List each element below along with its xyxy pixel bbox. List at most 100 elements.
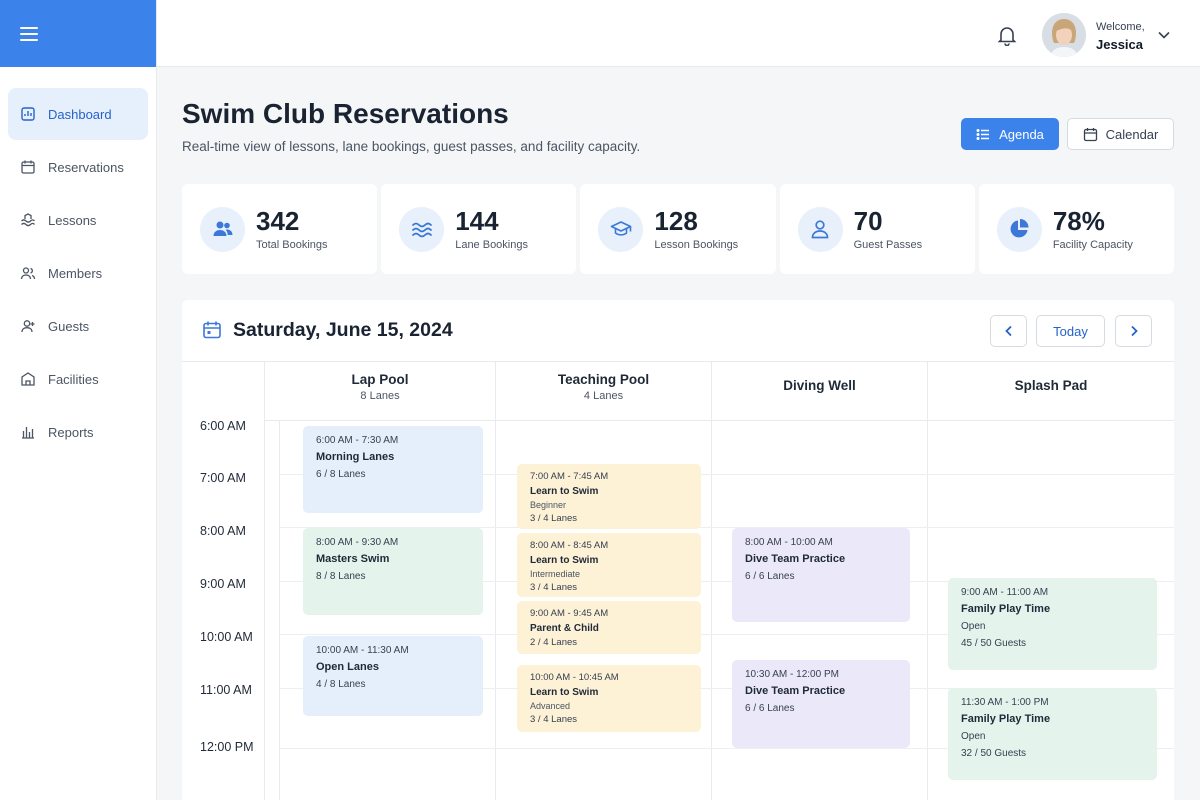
sidebar-item-label: Lessons [48, 212, 97, 228]
event-learn-to-swim-intermediate[interactable]: 8:00 AM - 8:45 AM Learn to Swim Intermed… [517, 533, 701, 597]
stat-value: 144 [455, 206, 499, 236]
stat-label: Guest Passes [853, 239, 923, 251]
stat-label: Total Bookings [256, 239, 328, 251]
calendar-view-button[interactable]: Calendar [1067, 118, 1174, 150]
sidebar-item-label: Members [48, 265, 103, 281]
graduation-cap-icon [598, 206, 644, 252]
stat-value: 128 [654, 206, 698, 236]
calendar-icon [1083, 127, 1097, 141]
event-dive-team-practice[interactable]: 8:00 AM - 10:00 AM Dive Team Practice 6 … [732, 528, 910, 622]
lessons-icon [21, 213, 36, 227]
people-icon [200, 206, 245, 252]
event-capacity: 4 / 8 Lanes [316, 679, 366, 690]
schedule-date: Saturday, June 15, 2024 [233, 319, 453, 341]
event-family-play-time[interactable]: 9:00 AM - 11:00 AM Family Play Time Open… [948, 578, 1157, 670]
event-level: Beginner [530, 500, 567, 510]
event-name: Family Play Time [961, 603, 1051, 615]
event-time: 8:00 AM - 10:00 AM [745, 537, 833, 548]
event-name: Learn to Swim [530, 687, 599, 698]
event-name: Dive Team Practice [745, 685, 846, 697]
agenda-view-button[interactable]: Agenda [961, 118, 1059, 150]
event-time: 6:00 AM - 7:30 AM [316, 435, 399, 446]
event-open-lanes[interactable]: 10:00 AM - 11:30 AM Open Lanes 4 / 8 Lan… [303, 636, 483, 716]
event-family-play-time[interactable]: 11:30 AM - 1:00 PM Family Play Time Open… [948, 688, 1157, 780]
grid-line [279, 474, 1174, 475]
pie-chart-icon [996, 206, 1042, 252]
user-name: Jessica [1096, 37, 1143, 52]
stat-card-lesson-bookings: 128 Lesson Bookings [580, 184, 776, 274]
guests-icon [21, 320, 35, 333]
stat-value: 78% [1052, 206, 1105, 236]
previous-day-button[interactable] [990, 315, 1027, 347]
event-name: Learn to Swim [530, 555, 599, 566]
column-name: Lap Pool [351, 372, 409, 387]
sidebar-header [0, 0, 156, 67]
event-learn-to-swim-beginner[interactable]: 7:00 AM - 7:45 AM Learn to Swim Beginner… [517, 464, 701, 529]
event-level: Intermediate [530, 569, 581, 579]
sidebar-nav: Dashboard Reservations Lessons Members G… [0, 67, 156, 458]
sidebar-item-label: Facilities [48, 371, 99, 387]
sidebar-item-facilities[interactable]: Facilities [8, 353, 148, 405]
event-masters-swim[interactable]: 8:00 AM - 9:30 AM Masters Swim 8 / 8 Lan… [303, 528, 483, 615]
schedule-panel: Saturday, June 15, 2024 Today Lap Pool 8… [182, 300, 1174, 800]
column-name: Diving Well [783, 378, 856, 393]
stat-label: Lane Bookings [455, 239, 528, 251]
sidebar-item-reports[interactable]: Reports [8, 406, 148, 458]
event-capacity: 3 / 4 Lanes [530, 714, 578, 725]
event-capacity: 8 / 8 Lanes [316, 571, 366, 582]
next-day-button[interactable] [1115, 315, 1152, 347]
event-name: Morning Lanes [316, 451, 395, 463]
event-time: 7:00 AM - 7:45 AM [530, 471, 609, 482]
event-name: Learn to Swim [530, 486, 599, 497]
user-portrait-icon [1042, 13, 1086, 57]
event-morning-lanes[interactable]: 6:00 AM - 7:30 AM Morning Lanes 6 / 8 La… [303, 426, 483, 513]
event-parent-and-child[interactable]: 9:00 AM - 9:45 AM Parent & Child 2 / 4 L… [517, 601, 701, 654]
grid-line [279, 421, 280, 800]
event-name: Parent & Child [530, 623, 599, 634]
stat-card-lane-bookings: 144 Lane Bookings [381, 184, 577, 274]
schedule-header: Saturday, June 15, 2024 Today [182, 300, 1174, 362]
sidebar-item-guests[interactable]: Guests [8, 300, 148, 352]
grid-line [927, 421, 928, 800]
event-time: 11:30 AM - 1:00 PM [961, 697, 1049, 708]
event-capacity: 6 / 6 Lanes [745, 703, 795, 714]
sidebar-item-reservations[interactable]: Reservations [8, 141, 148, 193]
time-label: 11:00 AM [200, 683, 252, 697]
agenda-label: Agenda [999, 126, 1044, 142]
calendar-icon [203, 321, 221, 339]
event-time: 9:00 AM - 9:45 AM [530, 608, 609, 619]
event-capacity: 6 / 8 Lanes [316, 469, 366, 480]
event-name: Dive Team Practice [745, 553, 846, 565]
bell-icon[interactable] [996, 24, 1018, 46]
chevron-down-icon[interactable] [1157, 30, 1171, 40]
event-capacity: 6 / 6 Lanes [745, 571, 795, 582]
event-capacity: 2 / 4 Lanes [530, 637, 578, 648]
event-capacity: 3 / 4 Lanes [530, 513, 578, 524]
sidebar-item-label: Reservations [48, 159, 124, 175]
avatar[interactable] [1042, 13, 1086, 57]
sidebar-item-dashboard[interactable]: Dashboard [8, 88, 148, 140]
grid-line [711, 421, 712, 800]
grid-line [279, 688, 1174, 689]
reports-icon [22, 427, 34, 439]
time-label: 7:00 AM [200, 471, 246, 485]
sidebar-item-lessons[interactable]: Lessons [8, 194, 148, 246]
sidebar-item-members[interactable]: Members [8, 247, 148, 299]
calendar-icon [21, 160, 35, 174]
facilities-icon [21, 372, 35, 386]
event-name: Open Lanes [316, 661, 379, 673]
sidebar-item-label: Reports [48, 424, 94, 440]
today-button[interactable]: Today [1036, 315, 1105, 347]
column-header-teaching-pool: Teaching Pool 4 Lanes [495, 362, 711, 421]
dashboard-icon [21, 107, 35, 121]
calendar-label: Calendar [1105, 126, 1159, 142]
event-dive-team-practice[interactable]: 10:30 AM - 12:00 PM Dive Team Practice 6… [732, 660, 910, 748]
hamburger-menu-icon[interactable] [20, 26, 38, 41]
stat-label: Facility Capacity [1052, 239, 1133, 251]
welcome-text: Welcome, [1096, 21, 1145, 33]
page-title: Swim Club Reservations [182, 98, 509, 129]
stat-card-guest-passes: 70 Guest Passes [779, 184, 975, 274]
event-capacity: 3 / 4 Lanes [530, 582, 578, 593]
event-learn-to-swim-advanced[interactable]: 10:00 AM - 10:45 AM Learn to Swim Advanc… [517, 665, 701, 732]
grid-line [279, 634, 1174, 635]
